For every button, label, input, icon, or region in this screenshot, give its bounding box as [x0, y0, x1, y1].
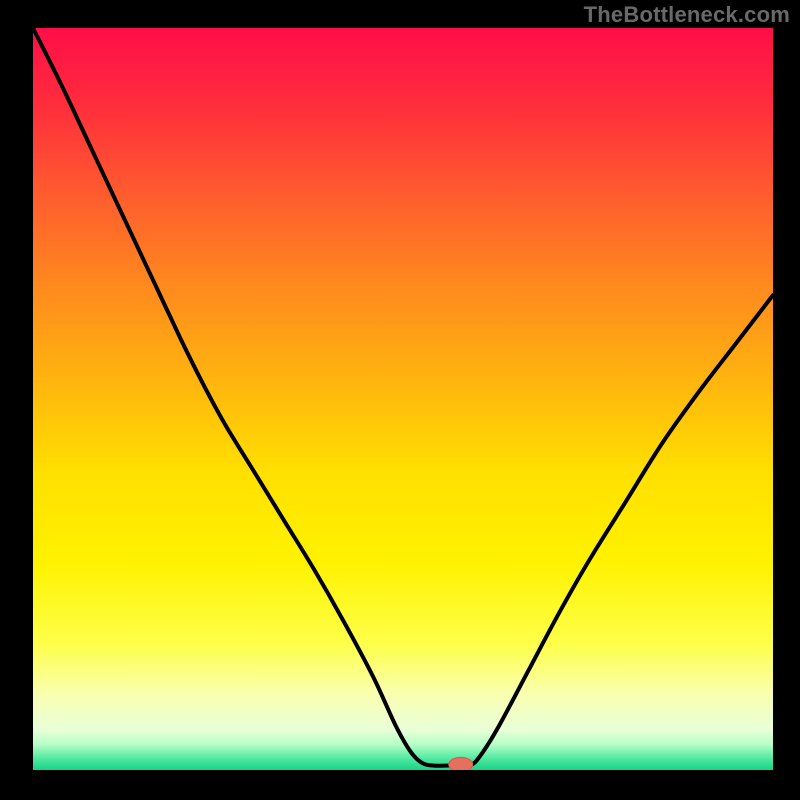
chart-frame: TheBottleneck.com — [0, 0, 800, 800]
plot-area — [33, 28, 773, 770]
bottleneck-curve — [33, 28, 773, 770]
watermark-text: TheBottleneck.com — [584, 2, 790, 28]
bottleneck-marker — [449, 757, 473, 770]
